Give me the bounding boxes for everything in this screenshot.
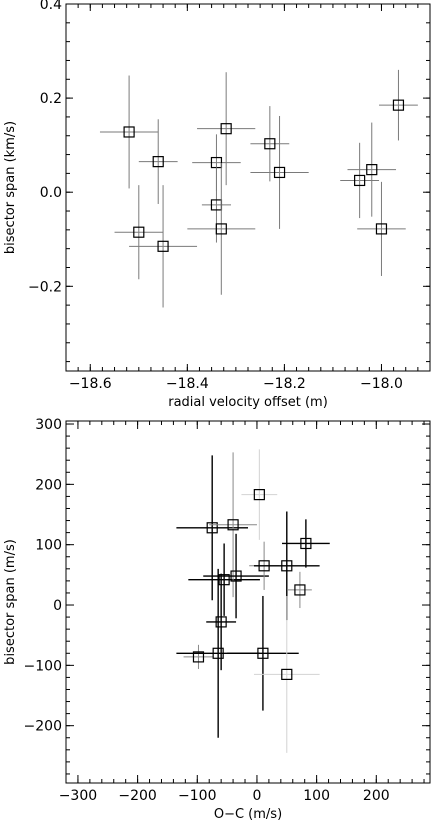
error-bar	[114, 185, 164, 280]
data-point	[123, 126, 135, 138]
data-point	[218, 574, 230, 586]
minor-ticks	[66, 3, 431, 371]
error-bar	[241, 449, 278, 540]
plot-frame	[65, 3, 431, 372]
data-point	[227, 519, 239, 531]
y-tick-label: 0.4	[40, 0, 62, 13]
error-bar	[188, 543, 260, 616]
error-bar	[253, 595, 320, 753]
x-tick-label: −300	[59, 788, 97, 804]
error-bar	[187, 163, 256, 295]
error-bar	[250, 115, 309, 229]
data-series	[99, 69, 418, 308]
error-bar	[340, 142, 380, 219]
data-point	[133, 226, 145, 238]
data-point	[206, 522, 218, 534]
error-bar	[206, 573, 237, 671]
x-tick-label: 0	[252, 788, 261, 804]
y-tick-label: 0.0	[40, 185, 62, 201]
x-tick-label: −200	[118, 788, 156, 804]
minor-ticks	[65, 421, 430, 783]
error-bar	[379, 69, 418, 141]
error-bar	[347, 122, 397, 217]
x-tick-label: −18.6	[69, 376, 112, 392]
error-bar	[357, 181, 406, 276]
y-axis-label: bisector span (km/s)	[3, 121, 18, 254]
error-bar	[203, 533, 269, 619]
data-point	[281, 668, 293, 681]
data-point	[212, 647, 224, 659]
panel-top: −18.6 −18.4 −18.2 −18.0 −0.2 0.0 0.2 0.4 radial …	[3, 0, 431, 410]
y-tick-label: −200	[24, 719, 62, 735]
data-point	[300, 537, 312, 550]
y-tick-label: −100	[24, 658, 62, 674]
x-tick-label: −18.0	[360, 376, 403, 392]
data-point	[375, 223, 388, 235]
data-point	[294, 584, 306, 596]
y-tick-label: 0	[53, 598, 62, 614]
data-point	[192, 651, 205, 663]
data-point	[215, 223, 227, 235]
data-point	[220, 123, 232, 135]
x-tick-label: 100	[303, 788, 330, 804]
x-tick-label: −18.4	[166, 376, 209, 392]
error-bar	[183, 644, 214, 669]
y-tick-label: 200	[35, 477, 62, 493]
x-tick-label: −100	[178, 788, 216, 804]
data-point	[264, 138, 276, 150]
data-point	[230, 570, 242, 582]
error-bar	[176, 455, 248, 601]
plot-frame	[65, 420, 431, 784]
data-point	[215, 616, 227, 628]
x-axis-label: O−C (m/s)	[214, 807, 282, 822]
data-point	[273, 166, 286, 179]
error-bar	[99, 75, 159, 189]
error-bar	[250, 106, 290, 182]
y-tick-label: 100	[35, 538, 62, 554]
x-tick-label: 200	[363, 788, 390, 804]
error-bar	[129, 185, 198, 308]
error-bar	[138, 119, 178, 204]
data-point	[354, 174, 366, 187]
data-series	[176, 449, 330, 753]
y-tick-label: 300	[35, 417, 62, 433]
y-tick-label: −0.2	[28, 279, 62, 295]
error-bar	[209, 452, 257, 598]
data-point	[392, 99, 405, 111]
y-tick-label: 0.2	[40, 91, 62, 107]
data-point	[366, 164, 378, 176]
error-bar	[197, 72, 256, 186]
data-point	[152, 156, 164, 168]
panel-bottom: −300 −200 −100 0 100 200 −200 −100 0 100 200 300 O−C…	[3, 417, 431, 822]
data-point	[253, 489, 265, 501]
data-point	[157, 240, 169, 252]
x-axis-label: radial velocity offset (m)	[168, 395, 328, 410]
error-bar	[227, 595, 299, 711]
y-axis-label: bisector span (m/s)	[3, 539, 18, 665]
error-bar	[287, 571, 312, 609]
x-tick-label: −18.2	[263, 376, 306, 392]
error-bar	[282, 519, 330, 568]
data-point	[281, 560, 293, 572]
data-point	[257, 647, 269, 659]
